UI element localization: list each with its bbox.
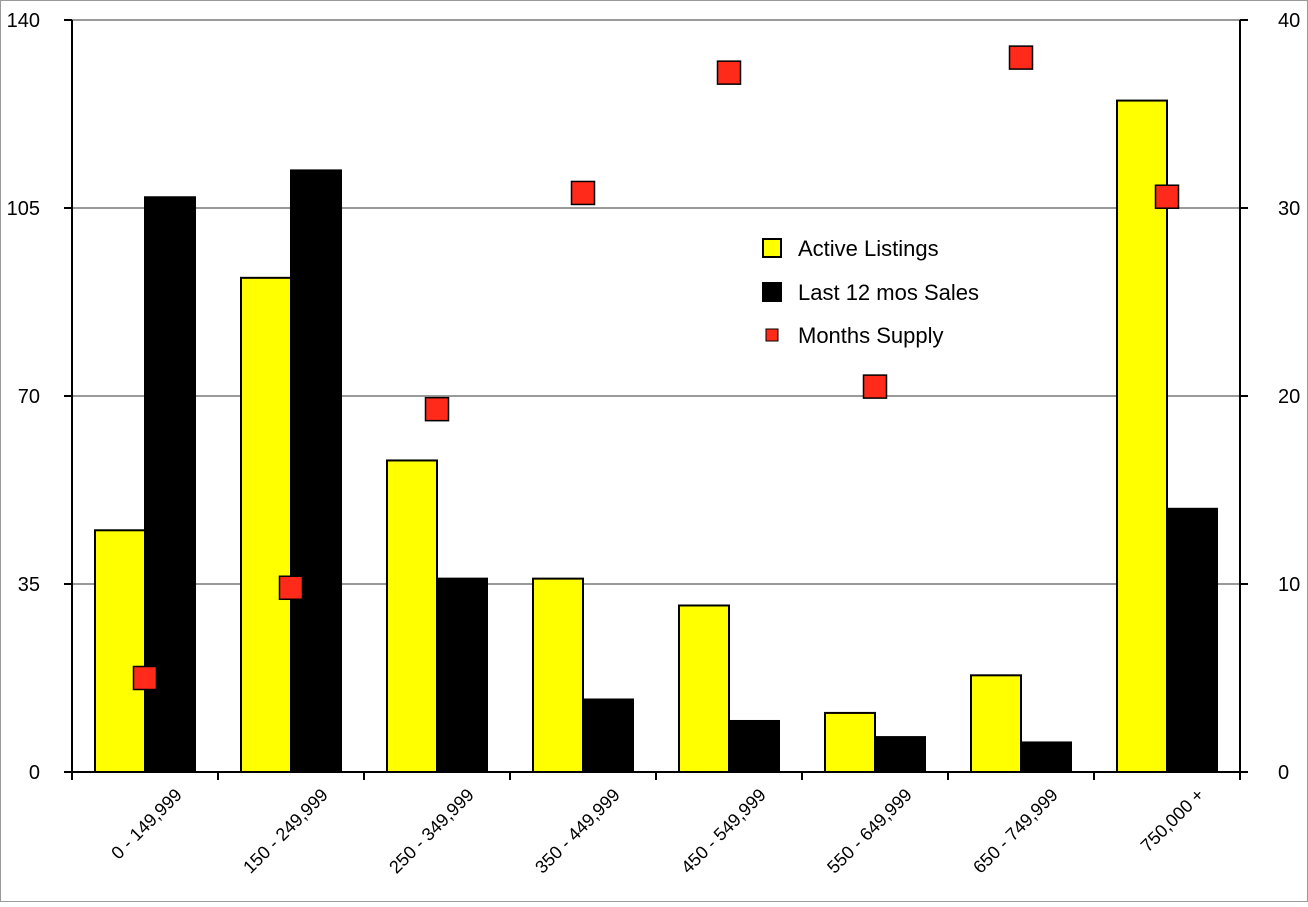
- bar-last-12-mos-sales: [874, 736, 926, 773]
- legend-swatch-last-12-mos-sales: [762, 282, 782, 302]
- marker-months-supply: [1154, 184, 1180, 209]
- bar-active-listings: [970, 674, 1022, 773]
- legend-swatch-months-supply: [765, 328, 779, 342]
- y-left-tick-label: 105: [7, 198, 40, 220]
- y-right-tick-label: 20: [1278, 386, 1300, 408]
- bar-active-listings: [532, 577, 584, 774]
- bar-last-12-mos-sales: [1166, 507, 1218, 773]
- bar-active-listings: [240, 276, 292, 773]
- y-right-tick-label: 40: [1278, 10, 1300, 32]
- y-left-tick-label: 140: [7, 10, 40, 32]
- marker-months-supply: [132, 665, 158, 691]
- marker-months-supply: [862, 374, 888, 399]
- marker-months-supply: [424, 396, 450, 422]
- y-left-tick-label: 70: [18, 386, 40, 408]
- months-supply-markers: [132, 45, 1180, 691]
- legend-swatch-active-listings: [762, 238, 782, 258]
- bar-last-12-mos-sales: [1020, 741, 1072, 774]
- y-right-tick-label: 10: [1278, 574, 1300, 596]
- bar-last-12-mos-sales: [582, 698, 634, 773]
- legend-label-last-12-mos-sales: Last 12 mos Sales: [798, 280, 979, 305]
- legend: Active Listings Last 12 mos Sales Months S…: [762, 236, 979, 348]
- marker-months-supply: [570, 180, 596, 206]
- legend-label-months-supply: Months Supply: [798, 323, 944, 348]
- marker-months-supply: [1008, 45, 1034, 70]
- bar-last-12-mos-sales: [436, 577, 488, 774]
- marker-months-supply: [716, 60, 742, 85]
- bar-active-listings: [678, 604, 730, 773]
- legend-label-active-listings: Active Listings: [798, 236, 939, 261]
- bar-last-12-mos-sales: [728, 719, 780, 774]
- bar-last-12-mos-sales: [290, 169, 342, 773]
- y-left-tick-label: 0: [29, 762, 40, 784]
- y-left-tick-label: 35: [18, 574, 40, 596]
- bar-active-listings: [824, 711, 876, 774]
- bar-active-listings: [386, 459, 438, 773]
- y-right-tick-label: 0: [1278, 762, 1289, 784]
- bar-active-listings: [1116, 99, 1168, 774]
- bar-active-listings: [94, 529, 146, 773]
- y-right-tick-label: 30: [1278, 198, 1300, 220]
- marker-months-supply: [278, 575, 304, 601]
